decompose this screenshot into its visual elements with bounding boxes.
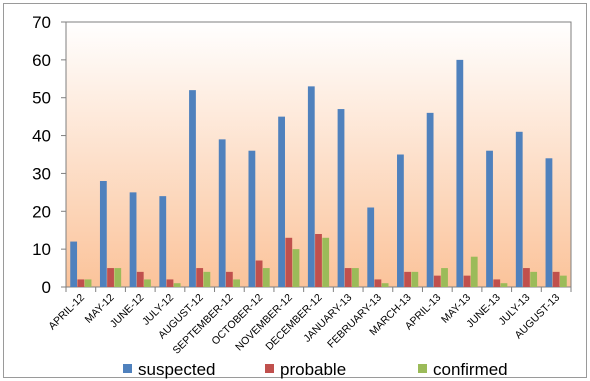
bar-probable-may-13 — [463, 275, 471, 287]
y-tick-label: 60 — [32, 51, 51, 70]
y-tick-label: 40 — [32, 127, 51, 146]
legend-swatch-suspected — [123, 364, 132, 373]
legend: suspected probable confirmed — [123, 360, 508, 379]
bar-probable-february-13 — [374, 279, 382, 287]
bar-confirmed-august-12 — [203, 271, 211, 287]
bar-suspected-june-12 — [129, 192, 137, 287]
bar-suspected-october-12 — [248, 150, 256, 287]
bar-confirmed-november-12 — [292, 249, 300, 287]
bar-suspected-august-12 — [189, 90, 196, 287]
bar-probable-november-12 — [285, 237, 293, 287]
bar-confirmed-march-13 — [411, 271, 419, 287]
bar-confirmed-april-12 — [84, 279, 92, 287]
legend-swatch-probable — [265, 364, 274, 373]
y-tick-label: 30 — [32, 164, 51, 183]
bar-suspected-february-13 — [367, 207, 375, 287]
bar-confirmed-january-13 — [352, 268, 359, 287]
bar-suspected-april-12 — [70, 241, 78, 287]
y-axis: 0 10 20 30 40 50 60 70 — [32, 13, 66, 297]
bar-suspected-november-12 — [278, 116, 285, 287]
bar-confirmed-july-13 — [530, 271, 538, 287]
bar-suspected-may-12 — [99, 181, 107, 287]
y-tick-label: 0 — [42, 278, 51, 297]
bar-probable-september-12 — [225, 271, 233, 287]
bar-confirmed-august-13 — [559, 275, 567, 287]
bar-probable-october-12 — [255, 260, 263, 287]
bar-suspected-january-13 — [337, 109, 345, 287]
x-tick-label: APRIL-12 — [46, 292, 87, 333]
y-tick-label: 10 — [32, 240, 51, 259]
bar-confirmed-june-13 — [500, 283, 508, 287]
y-tick-label: 20 — [32, 202, 51, 221]
bar-probable-june-13 — [493, 279, 501, 287]
bar-probable-june-12 — [136, 271, 144, 287]
bar-confirmed-september-12 — [233, 279, 240, 287]
bar-confirmed-april-13 — [441, 268, 448, 287]
legend-label-probable: probable — [280, 360, 346, 379]
bar-confirmed-february-13 — [381, 283, 389, 287]
bar-confirmed-june-12 — [144, 279, 151, 287]
bar-suspected-august-13 — [545, 158, 553, 287]
y-tick-label: 50 — [32, 89, 51, 108]
bar-probable-april-13 — [433, 275, 441, 287]
bar-suspected-december-12 — [307, 86, 315, 287]
x-axis: APRIL-12MAY-12JUNE-12JULY-12AUGUST-12SEP… — [46, 287, 572, 357]
bar-confirmed-october-12 — [262, 268, 270, 287]
bar-suspected-june-13 — [486, 150, 493, 287]
bar-probable-may-12 — [107, 268, 114, 287]
legend-label-confirmed: confirmed — [433, 360, 508, 379]
y-tick-label: 70 — [32, 13, 51, 32]
bar-suspected-september-12 — [218, 139, 226, 287]
bar-confirmed-december-12 — [322, 237, 330, 287]
bar-suspected-july-12 — [159, 196, 167, 287]
bar-probable-april-12 — [77, 279, 85, 287]
bar-probable-july-13 — [523, 268, 530, 287]
legend-label-suspected: suspected — [138, 360, 216, 379]
bar-probable-january-13 — [344, 268, 352, 287]
bar-probable-december-12 — [315, 234, 322, 287]
bar-confirmed-may-13 — [470, 256, 478, 287]
bar-probable-march-13 — [404, 271, 412, 287]
bar-suspected-april-13 — [426, 112, 434, 287]
bar-probable-july-12 — [166, 279, 174, 287]
bar-suspected-march-13 — [397, 154, 404, 287]
bars — [70, 59, 567, 287]
bar-confirmed-may-12 — [114, 268, 122, 287]
bar-confirmed-july-12 — [173, 283, 181, 287]
bar-suspected-july-13 — [515, 131, 523, 287]
legend-swatch-confirmed — [418, 364, 427, 373]
bar-probable-august-12 — [196, 268, 204, 287]
bar-suspected-may-13 — [456, 59, 464, 287]
bar-probable-august-13 — [552, 271, 560, 287]
